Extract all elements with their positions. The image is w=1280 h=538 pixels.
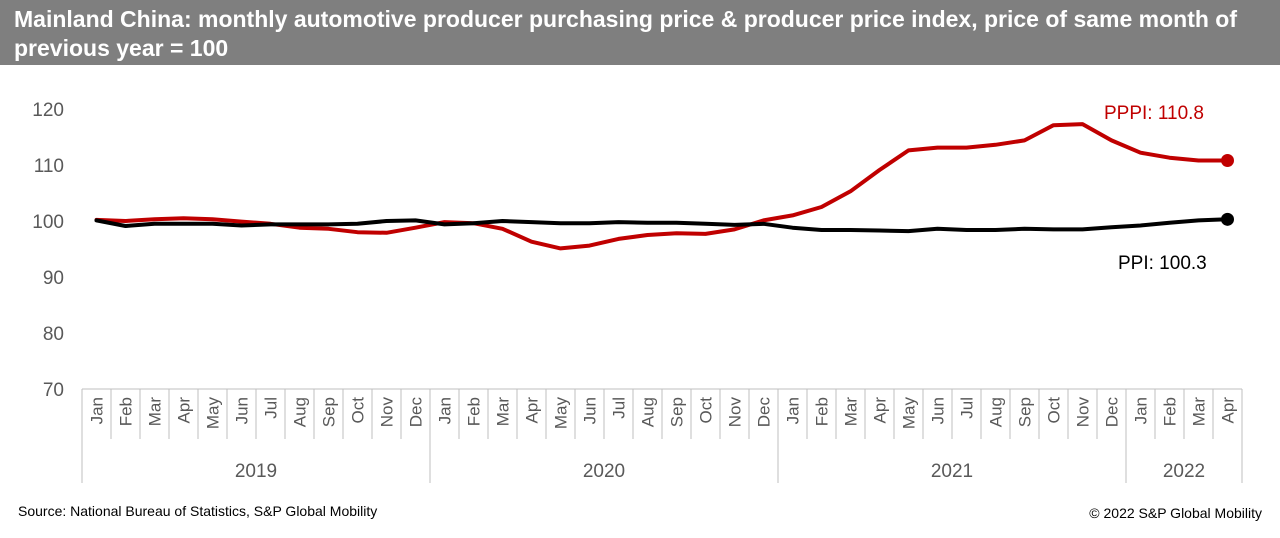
- copyright-note: © 2022 S&P Global Mobility: [1089, 505, 1262, 521]
- x-tick-label: Dec: [755, 397, 774, 428]
- year-label: 2021: [931, 461, 973, 482]
- x-tick-label: Feb: [465, 397, 484, 426]
- x-tick-label: Nov: [378, 397, 397, 428]
- x-tick-label: Mar: [494, 397, 513, 427]
- x-tick-label: Sep: [668, 397, 687, 427]
- x-tick-label: Apr: [1219, 397, 1238, 424]
- x-tick-label: Aug: [639, 397, 658, 427]
- chart-title: Mainland China: monthly automotive produ…: [0, 0, 1280, 65]
- x-tick-label: Oct: [349, 397, 368, 424]
- x-tick-label: Aug: [291, 397, 310, 427]
- x-tick-label: Mar: [1190, 397, 1209, 427]
- x-tick-label: Nov: [726, 397, 745, 428]
- x-tick-label: Nov: [1074, 397, 1093, 428]
- y-tick-label: 90: [43, 268, 64, 289]
- x-tick-label: Mar: [842, 397, 861, 427]
- x-tick-label: Oct: [1045, 397, 1064, 424]
- x-tick-label: Feb: [1161, 397, 1180, 426]
- series-endpoint-ppi: [1221, 212, 1234, 226]
- x-tick-label: Jun: [233, 397, 252, 424]
- x-tick-label: Apr: [523, 397, 542, 424]
- x-tick-label: Apr: [871, 397, 890, 424]
- x-tick-label: Feb: [117, 397, 136, 426]
- x-tick-label: Feb: [813, 397, 832, 426]
- year-label: 2019: [235, 461, 277, 482]
- x-tick-label: May: [204, 397, 223, 430]
- line-chart: 70 80 90 100 110 120 Jan Feb Mar Apr May Jun Jul Aug S…: [32, 100, 1243, 483]
- series-endpoint-pppi: [1221, 154, 1234, 168]
- x-tick-label: Aug: [987, 397, 1006, 427]
- x-tick-label: Sep: [1016, 397, 1035, 427]
- x-tick-label: Apr: [175, 397, 194, 424]
- x-tick-label: May: [900, 397, 919, 430]
- y-tick-label: 120: [32, 100, 64, 121]
- x-tick-label: Jun: [929, 397, 948, 424]
- x-tick-label: Jan: [88, 397, 107, 424]
- x-tick-label: Jan: [1132, 397, 1151, 424]
- x-tick-label: Dec: [1103, 397, 1122, 428]
- source-note: Source: National Bureau of Statistics, S…: [18, 503, 378, 519]
- y-tick-label: 100: [32, 212, 64, 233]
- x-tick-label: Oct: [697, 397, 716, 424]
- x-tick-label: Jul: [262, 397, 281, 419]
- x-tick-label: May: [552, 397, 571, 430]
- y-tick-label: 80: [43, 324, 64, 345]
- x-tick-label: Jun: [581, 397, 600, 424]
- x-tick-label: Jul: [958, 397, 977, 419]
- x-tick-label: Jul: [610, 397, 629, 419]
- x-tick-label: Jan: [436, 397, 455, 424]
- x-tick-label: Mar: [146, 397, 165, 427]
- x-tick-label: Jan: [784, 397, 803, 424]
- y-tick-label: 70: [43, 380, 64, 401]
- year-label: 2020: [583, 461, 625, 482]
- pppi-end-label: PPPI: 110.8: [1104, 103, 1204, 124]
- series-line-ppi: [94, 217, 1230, 234]
- y-tick-label: 110: [34, 156, 64, 177]
- x-tick-label: Sep: [320, 397, 339, 427]
- year-label: 2022: [1163, 461, 1205, 482]
- x-tick-label: Dec: [407, 397, 426, 428]
- ppi-end-label: PPI: 100.3: [1118, 253, 1207, 274]
